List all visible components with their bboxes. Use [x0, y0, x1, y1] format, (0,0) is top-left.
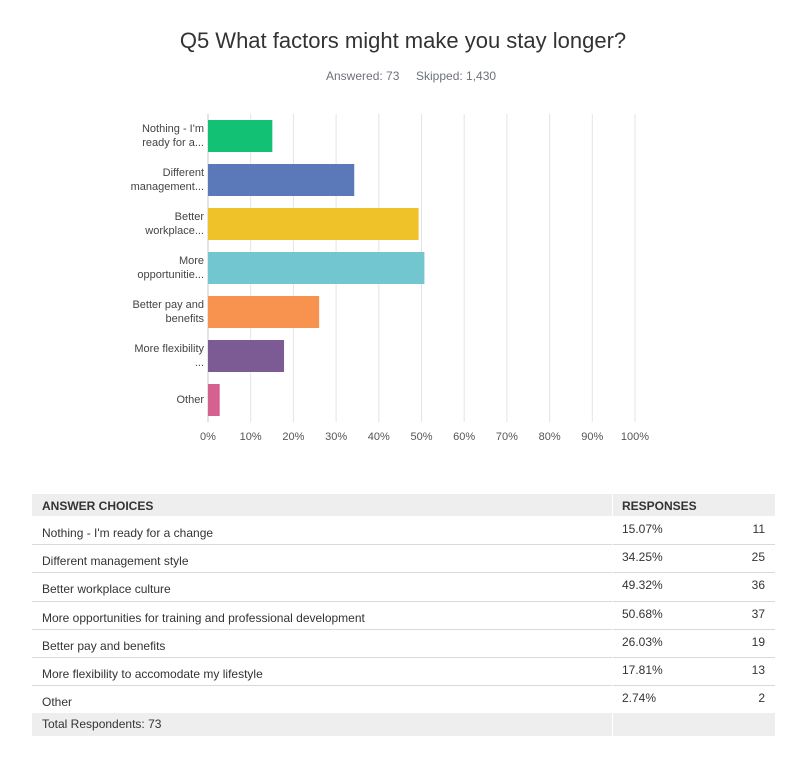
count-cell: 11 [752, 522, 765, 536]
category-label: More opportunitie... [137, 255, 204, 281]
answer-cell: More flexibility to accomodate my lifest… [42, 667, 263, 681]
bar [208, 384, 220, 416]
category-label: Different management... [130, 167, 204, 193]
column-divider [612, 494, 613, 736]
x-tick-label: 10% [240, 431, 262, 443]
header-cell: ANSWER CHOICES [42, 499, 154, 513]
percent-cell: 15.07% [622, 522, 663, 536]
category-label: Better workplace... [145, 211, 204, 237]
x-tick-label: 30% [325, 431, 347, 443]
x-tick-label: 0% [200, 431, 216, 443]
bar [208, 340, 285, 372]
percent-cell: 2.74% [622, 691, 657, 706]
count-cell: 25 [751, 550, 765, 565]
table-row-border [32, 544, 775, 546]
answer-cell: More opportunities for training and prof… [42, 610, 365, 625]
bar [208, 208, 419, 240]
count-cell: 37 [751, 606, 765, 621]
x-tick-label: 40% [368, 431, 390, 443]
table-header-bg [32, 494, 775, 516]
header-cell: RESPONSES [622, 499, 697, 513]
x-tick-label: 60% [453, 431, 475, 443]
answer-cell: Other [42, 695, 73, 710]
x-tick-label: 70% [496, 431, 518, 443]
category-label: Better pay and benefits [132, 299, 204, 325]
table-row-border [32, 600, 775, 602]
x-tick-label: 20% [282, 431, 304, 443]
percent-cell: 49.32% [622, 578, 663, 593]
answer-cell: Better pay and benefits [42, 638, 166, 653]
chart: 0% 10% 20% 30% 40% 50% 60% 70% 80% 90% 100% [200, 114, 649, 443]
category-label: Other [176, 394, 204, 406]
bar [208, 296, 320, 328]
bar [208, 120, 273, 152]
table-footer-bg [32, 713, 775, 736]
chart-title: Q5 What factors might make you stay long… [179, 28, 627, 53]
answered-count: Answered: 73 [326, 69, 400, 83]
footer-cell: Total Respondents: 73 [42, 717, 162, 732]
percent-cell: 17.81% [622, 663, 663, 677]
x-tick-label: 90% [581, 431, 603, 443]
answer-cell: Better workplace culture [42, 582, 171, 597]
bar [208, 164, 355, 196]
x-tick-label: 50% [410, 431, 432, 443]
table-row-border [32, 685, 775, 687]
percent-cell: 50.68% [622, 606, 663, 621]
percent-cell: 26.03% [622, 634, 663, 649]
category-label: Nothing - I'm ready for a... [141, 123, 204, 149]
x-tick-label: 100% [621, 431, 649, 443]
table-row-border [32, 628, 775, 630]
count-cell: 13 [751, 663, 765, 677]
count-cell: 2 [758, 691, 765, 706]
percent-cell: 34.25% [622, 550, 663, 565]
bar [208, 252, 425, 284]
category-label: More flexibility ... [134, 343, 204, 369]
count-cell: 36 [751, 578, 765, 593]
table-row-border [32, 572, 775, 574]
response-table: ANSWER CHOICES RESPONSES Nothing - I'm rea… [32, 494, 775, 736]
count-cell: 19 [751, 634, 765, 649]
answer-cell: Nothing - I'm ready for a change [42, 526, 214, 540]
x-tick-label: 80% [539, 431, 561, 443]
table-row-border [32, 657, 775, 658]
skipped-count: Skipped: 1,430 [416, 69, 497, 83]
answer-cell: Different management style [42, 554, 189, 569]
